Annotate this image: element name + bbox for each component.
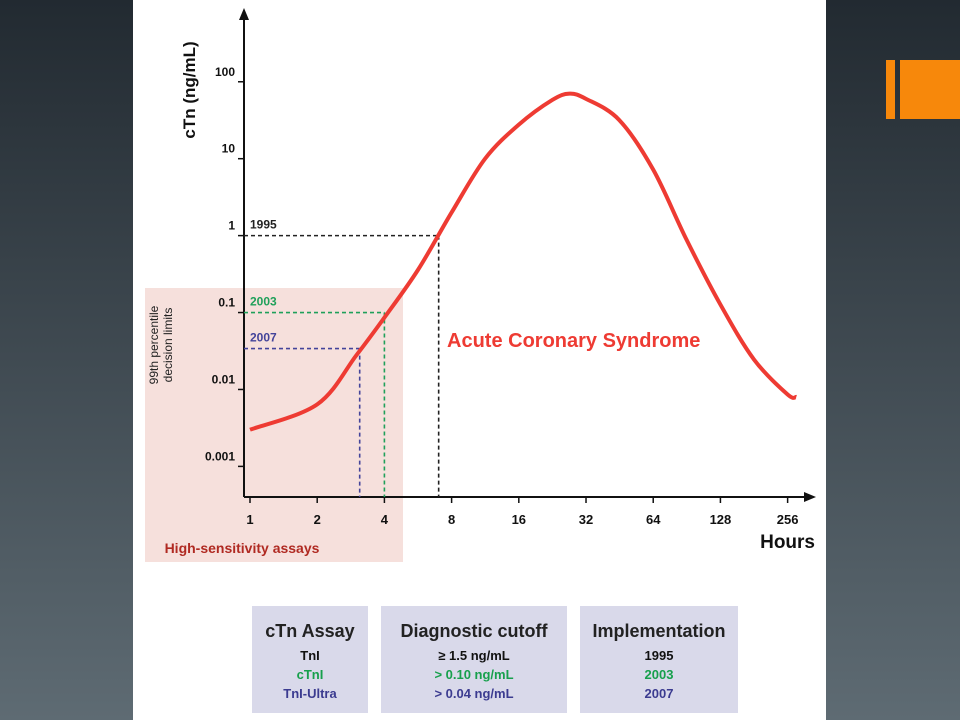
orange-bar <box>886 60 895 119</box>
table-header: cTn Assay <box>265 621 355 641</box>
table-cell: 1995 <box>644 648 674 663</box>
table-header: Diagnostic cutoff <box>400 621 548 641</box>
x-tick-label: 1 <box>246 512 253 527</box>
x-tick-label: 4 <box>381 512 389 527</box>
y-tick-label: 0.1 <box>218 296 235 310</box>
table-column: Diagnostic cutoff ≥ 1.5 ng/mL > 0.10 ng/mL… <box>381 606 567 713</box>
x-axis-arrow <box>804 492 816 502</box>
y-axis-label: cTn (ng/mL) <box>180 41 199 138</box>
table-cell: > 0.04 ng/mL <box>434 686 514 701</box>
reference-label: 2007 <box>250 331 277 345</box>
table-cell: cTnI <box>296 667 324 682</box>
x-tick-label: 64 <box>646 512 661 527</box>
y-tick-label: 0.01 <box>212 372 236 386</box>
table-cell: TnI-Ultra <box>283 686 337 701</box>
table-cell: 2007 <box>644 686 674 701</box>
y-tick-label: 100 <box>215 65 235 79</box>
x-tick-label: 8 <box>448 512 455 527</box>
table-cell: > 0.10 ng/mL <box>434 667 514 682</box>
table-cell: 2003 <box>644 667 674 682</box>
x-tick-label: 128 <box>710 512 732 527</box>
reference-label: 2003 <box>250 295 277 309</box>
table-column: Implementation 1995 2003 2007 <box>580 606 738 713</box>
slide: High-sensitivity assays 99th percentile … <box>133 0 826 720</box>
y-tick-label: 0.001 <box>205 449 235 463</box>
y-tick-label: 1 <box>228 219 235 233</box>
x-tick-label: 2 <box>314 512 321 527</box>
table-header: Implementation <box>592 621 726 641</box>
x-tick-label: 16 <box>512 512 526 527</box>
orange-square <box>900 60 960 119</box>
region-side-label: decision limits <box>161 308 175 383</box>
x-tick-label: 256 <box>777 512 799 527</box>
chart: High-sensitivity assays 99th percentile … <box>145 8 816 562</box>
y-tick-label: 10 <box>222 142 236 156</box>
region-side-label: 99th percentile <box>147 305 161 384</box>
x-tick-label: 32 <box>579 512 593 527</box>
table-column: cTn Assay TnI cTnI TnI-Ultra <box>252 606 368 713</box>
y-axis-arrow <box>239 8 249 20</box>
high-sensitivity-region <box>145 288 403 562</box>
table-cell: ≥ 1.5 ng/mL <box>438 648 510 663</box>
table-cell: TnI <box>300 648 320 663</box>
series-line <box>249 91 797 432</box>
region-label: High-sensitivity assays <box>165 540 320 556</box>
x-axis-label: Hours <box>760 532 815 553</box>
reference-label: 1995 <box>250 218 277 232</box>
series-label: Acute Coronary Syndrome <box>447 330 700 352</box>
